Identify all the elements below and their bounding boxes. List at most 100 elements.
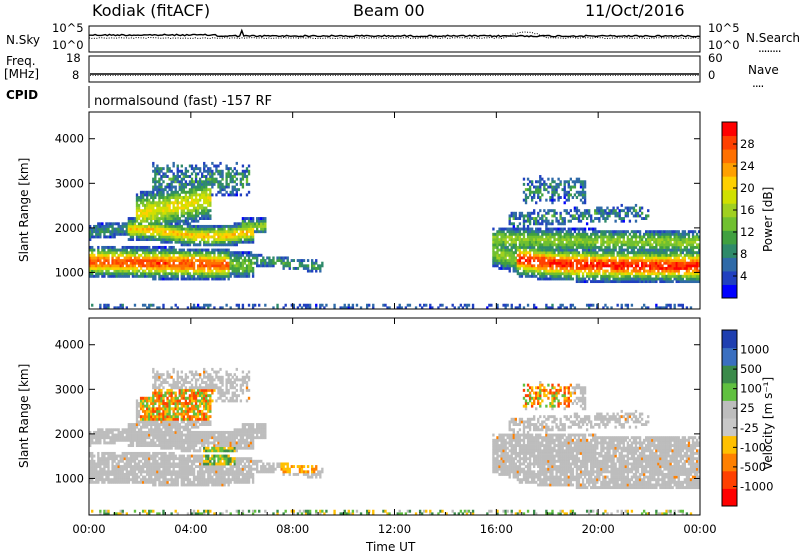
power-cell <box>596 272 599 276</box>
power-cell <box>190 266 194 270</box>
power-cell <box>176 238 179 242</box>
power-cell <box>125 261 128 265</box>
velocity-cell <box>135 433 139 437</box>
power-cell <box>667 245 670 249</box>
power-cell <box>583 256 587 260</box>
power-cell <box>612 245 615 249</box>
power-cell <box>117 261 120 265</box>
power-cell <box>129 232 133 236</box>
power-cell <box>537 214 540 218</box>
power-cell <box>107 230 110 234</box>
power-cell <box>245 193 249 197</box>
power-cell <box>160 277 163 281</box>
power-cell <box>154 274 157 278</box>
power-cell <box>677 235 680 239</box>
power-cell <box>201 206 204 210</box>
power-cell <box>196 172 200 176</box>
velocity-cell <box>93 430 96 434</box>
power-cell <box>209 224 212 228</box>
power-cell <box>225 238 228 242</box>
power-cell <box>634 266 638 270</box>
velocity-cell <box>123 480 126 484</box>
nave-legend: .... <box>752 76 764 90</box>
power-cell <box>176 172 179 176</box>
velocity-cell <box>125 457 128 461</box>
power-cell <box>148 198 151 202</box>
power-cell <box>217 264 220 268</box>
power-cell <box>176 175 179 178</box>
power-cell <box>514 214 517 218</box>
power-cell <box>518 306 522 310</box>
power-cell <box>211 251 214 255</box>
power-cell <box>97 230 100 234</box>
power-cell <box>239 235 243 239</box>
power-cell <box>174 214 177 218</box>
power-cell <box>555 190 558 194</box>
power-cell <box>659 256 662 260</box>
power-cell <box>673 232 676 236</box>
power-cell <box>561 240 564 244</box>
power-cell <box>213 274 216 278</box>
power-cell <box>581 230 585 234</box>
power-cell <box>227 238 230 242</box>
power-cell <box>154 253 157 257</box>
velocity-cell <box>119 509 122 513</box>
power-cell <box>111 274 114 278</box>
power-cell <box>685 280 689 284</box>
power-cell <box>176 219 179 223</box>
power-cell <box>241 169 245 173</box>
velocity-cell <box>135 412 139 416</box>
power-cell <box>671 230 674 234</box>
velocity-cell <box>127 470 131 474</box>
power-cell <box>192 235 196 239</box>
power-cell <box>166 196 169 199</box>
power-cell <box>196 243 200 247</box>
power-cell <box>669 280 672 284</box>
power-cell <box>555 219 558 223</box>
power-cell <box>141 230 145 234</box>
power-cell <box>168 259 171 263</box>
power-cell <box>180 182 183 186</box>
power-cell <box>520 251 524 255</box>
power-cell <box>133 253 137 257</box>
velocity-cell <box>95 480 98 484</box>
power-cell <box>592 261 595 265</box>
power-cell <box>264 217 267 220</box>
velocity-cell <box>123 457 126 461</box>
power-cell <box>594 277 597 281</box>
power-cell <box>583 211 587 215</box>
velocity-cell <box>115 454 118 458</box>
velocity-cell <box>93 454 96 458</box>
power-cell <box>604 248 607 252</box>
power-cell <box>522 214 526 218</box>
velocity-cell <box>137 465 141 469</box>
power-cell <box>677 256 680 260</box>
power-cell <box>95 256 98 260</box>
velocity-cell <box>129 470 133 474</box>
power-cell <box>567 259 570 263</box>
power-cell <box>649 280 652 284</box>
power-cell <box>602 251 605 255</box>
power-cell <box>205 209 208 213</box>
power-cell <box>194 201 198 205</box>
power-cell <box>618 232 621 236</box>
power-cell <box>638 240 642 244</box>
power-cell <box>251 274 255 278</box>
power-cell <box>180 214 183 218</box>
power-cell <box>219 277 222 281</box>
power-cell <box>649 248 652 252</box>
power-cell <box>669 240 672 244</box>
power-cell <box>174 264 177 268</box>
power-cell <box>567 243 570 247</box>
power-cell <box>571 235 575 239</box>
power-cell <box>166 248 169 252</box>
power-cell <box>632 251 636 255</box>
power-cell <box>217 169 220 173</box>
velocity-cell <box>103 430 106 434</box>
power-cell <box>606 214 609 218</box>
power-cell <box>158 251 161 255</box>
power-cell <box>194 172 198 176</box>
power-cell <box>152 224 155 228</box>
power-cell <box>306 303 310 307</box>
power-cell <box>583 235 587 239</box>
